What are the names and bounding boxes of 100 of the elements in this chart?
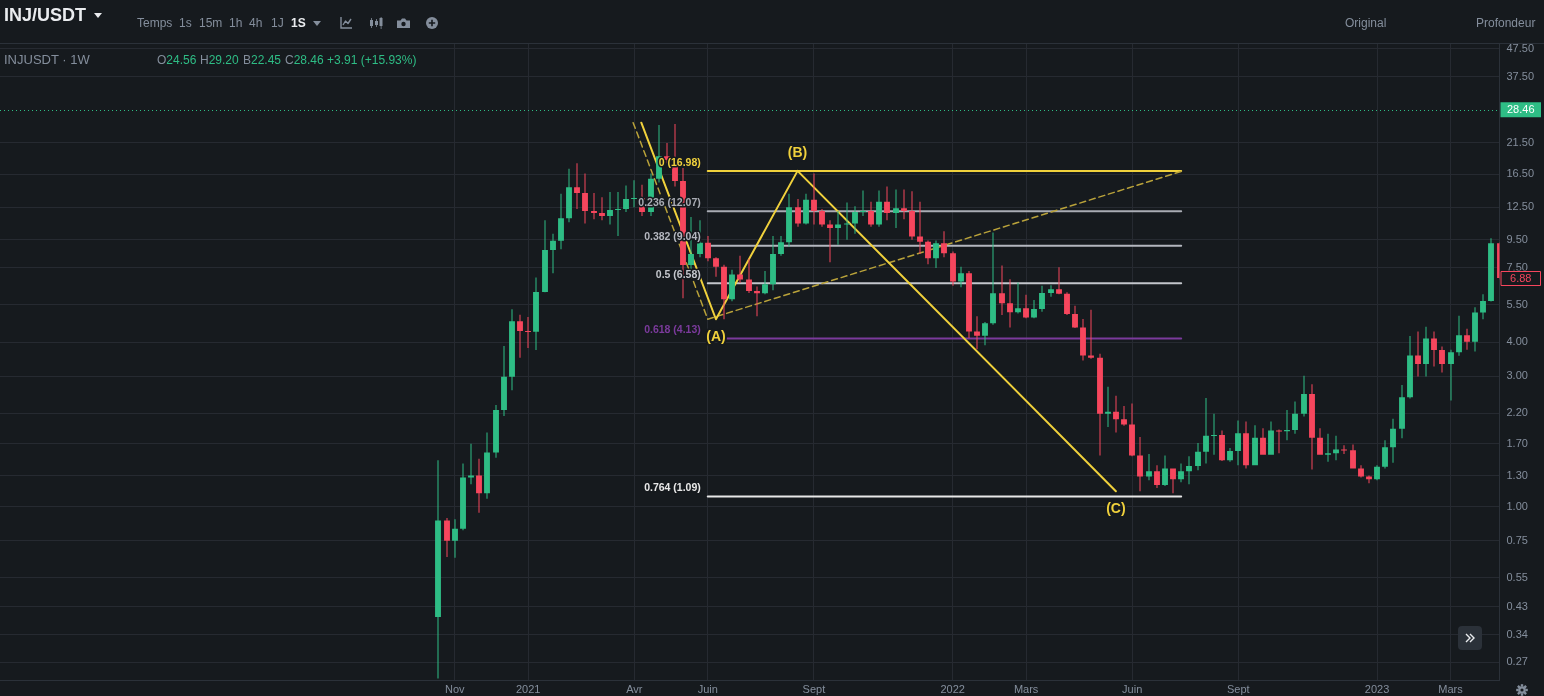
y-tick-label: 0.43 bbox=[1506, 599, 1528, 612]
candlestick bbox=[607, 192, 613, 225]
series-label: 0.764 (1.09) bbox=[644, 481, 701, 494]
candlestick bbox=[1284, 410, 1290, 441]
annotation: B22.45 bbox=[243, 53, 282, 67]
candlestick bbox=[1415, 331, 1421, 377]
candlestick bbox=[1015, 282, 1021, 314]
y-tick-label: 47.50 bbox=[1506, 41, 1535, 54]
candlestick bbox=[1325, 433, 1331, 462]
annotation: (C) bbox=[1106, 500, 1126, 517]
candlestick bbox=[909, 191, 915, 240]
y-tick-label: 12.50 bbox=[1506, 200, 1535, 213]
candlestick bbox=[860, 190, 866, 217]
y-tick-label: 0.75 bbox=[1506, 533, 1528, 546]
candlestick bbox=[1121, 405, 1127, 426]
candlestick bbox=[958, 266, 964, 288]
y-tick-label: 1.30 bbox=[1506, 468, 1528, 481]
y-tick-label: 21.50 bbox=[1506, 135, 1535, 148]
text: INJUSDT · 1W bbox=[4, 52, 90, 67]
x-tick-label: Avr bbox=[626, 682, 643, 695]
x-tick-label: Sept bbox=[1226, 682, 1250, 695]
y-tick-label: 4.00 bbox=[1506, 335, 1528, 348]
annotation: O24.56 bbox=[157, 53, 197, 67]
y-tick-label: 0.27 bbox=[1506, 655, 1528, 668]
candlestick bbox=[1448, 349, 1454, 401]
y-tick-label: 1.00 bbox=[1506, 499, 1528, 512]
candlestick bbox=[982, 321, 988, 346]
candlestick bbox=[941, 231, 947, 258]
x-tick-label: Nov bbox=[444, 682, 466, 695]
annotation: C28.46 bbox=[285, 53, 324, 67]
y-tick-label: 1.70 bbox=[1506, 436, 1528, 449]
text: 15m bbox=[199, 16, 223, 30]
x-tick-label: Mars bbox=[1438, 682, 1464, 695]
annotation: H29.20 bbox=[200, 53, 239, 67]
candlestick bbox=[974, 316, 980, 350]
candlestick bbox=[1146, 454, 1152, 481]
text: Profondeur bbox=[1476, 16, 1536, 30]
ref-line-label: 28.46 bbox=[1506, 103, 1535, 116]
text: 4h bbox=[249, 16, 263, 30]
x-tick-label: 2023 bbox=[1364, 682, 1390, 695]
candlestick bbox=[1211, 413, 1217, 455]
text: 1s bbox=[179, 16, 192, 30]
candlestick bbox=[1235, 420, 1241, 466]
x-tick-label: 2022 bbox=[940, 682, 965, 695]
x-tick-label: 2021 bbox=[515, 682, 541, 695]
series-label: 0.618 (4.13) bbox=[644, 323, 701, 336]
annotation: (B) bbox=[787, 143, 808, 160]
x-tick-label: Mars bbox=[1013, 682, 1039, 695]
candlestick bbox=[1048, 285, 1054, 297]
candlestick bbox=[525, 317, 531, 349]
candlestick bbox=[754, 286, 760, 317]
candlestick bbox=[1350, 444, 1356, 469]
y-tick-label: 0.34 bbox=[1506, 627, 1528, 640]
candlestick bbox=[1276, 429, 1282, 454]
candlestick bbox=[1031, 299, 1037, 319]
text: 1J bbox=[271, 16, 284, 30]
candlestick bbox=[1341, 445, 1347, 454]
candlestick bbox=[574, 163, 580, 210]
candlestick bbox=[1072, 305, 1078, 329]
candlestick bbox=[999, 265, 1005, 315]
chart-title: INJ/USDT bbox=[4, 5, 87, 25]
y-tick-label: 2.20 bbox=[1506, 406, 1528, 419]
candlestick bbox=[1464, 328, 1470, 350]
candlestick bbox=[868, 201, 874, 227]
y-tick-label: 16.50 bbox=[1506, 167, 1535, 180]
annotation: 6.88 bbox=[1510, 271, 1532, 284]
candlestick bbox=[835, 211, 841, 245]
candlestick bbox=[1088, 309, 1094, 359]
candlestick bbox=[452, 519, 458, 558]
candlestick bbox=[819, 209, 825, 227]
y-tick-label: 7.50 bbox=[1506, 260, 1528, 273]
y-tick-label: 9.50 bbox=[1506, 232, 1528, 245]
candlestick bbox=[950, 251, 956, 286]
candlestick bbox=[811, 173, 817, 225]
candlestick bbox=[1480, 294, 1486, 320]
text: 1S bbox=[291, 16, 306, 30]
candlestick bbox=[893, 189, 899, 228]
candlestick bbox=[1382, 440, 1388, 469]
x-tick-label: Sept bbox=[802, 682, 826, 695]
candlestick bbox=[1056, 267, 1062, 295]
candlestick bbox=[1105, 386, 1111, 427]
candlestick bbox=[558, 193, 564, 250]
candlestick bbox=[746, 258, 752, 293]
x-tick-label: Juin bbox=[697, 682, 718, 695]
candlestick bbox=[599, 197, 605, 221]
annotation: +3.91 (+15.93%) bbox=[327, 53, 417, 67]
x-tick-label: Juin bbox=[1122, 682, 1143, 695]
candlestick bbox=[631, 180, 637, 208]
text: Temps bbox=[137, 16, 173, 30]
candlestick bbox=[827, 220, 833, 263]
candlestick bbox=[901, 189, 907, 220]
candlestick bbox=[917, 201, 923, 254]
candlestick bbox=[990, 232, 996, 325]
candlestick bbox=[1007, 279, 1013, 328]
candlestick bbox=[517, 314, 523, 358]
y-tick-label: 37.50 bbox=[1506, 69, 1535, 82]
text: Original bbox=[1345, 16, 1387, 30]
candlestick bbox=[591, 192, 597, 220]
y-tick-label: 5.50 bbox=[1506, 297, 1528, 310]
candlestick bbox=[933, 240, 939, 269]
